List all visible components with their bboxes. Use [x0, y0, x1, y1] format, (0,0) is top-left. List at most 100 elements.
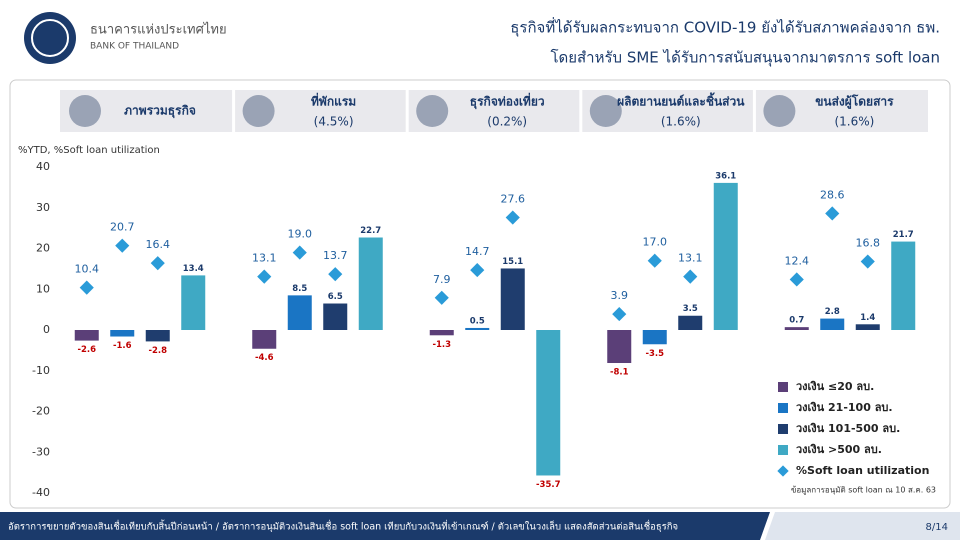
bar-value-label: -3.5	[645, 349, 664, 359]
utilization-label: 20.7	[110, 221, 135, 234]
bar	[287, 295, 312, 330]
legend-swatch	[778, 424, 788, 434]
utilization-label: 13.1	[252, 252, 277, 265]
bar	[607, 330, 632, 364]
bar	[642, 330, 667, 345]
bar	[678, 315, 703, 330]
bar-value-label: -1.6	[113, 341, 132, 351]
bar	[358, 237, 383, 330]
utilization-marker	[150, 256, 165, 271]
y-tick-label: 0	[43, 323, 50, 336]
bar	[500, 268, 525, 330]
category-share: (0.2%)	[487, 115, 527, 129]
bar	[181, 275, 206, 330]
utilization-label: 27.6	[501, 193, 526, 206]
utilization-marker	[292, 245, 307, 260]
utilization-marker	[79, 280, 94, 295]
category-share: (4.5%)	[314, 115, 354, 129]
bar-value-label: 15.1	[502, 257, 523, 267]
utilization-marker	[328, 267, 343, 282]
bar-value-label: 3.5	[683, 304, 698, 314]
bar-value-label: -8.1	[610, 368, 629, 378]
category-label: ผลิตยานยนต์และชิ้นส่วน	[617, 92, 745, 109]
legend-label: %Soft loan utilization	[796, 464, 929, 477]
bar	[891, 241, 916, 330]
legend-swatch	[778, 445, 788, 455]
bar-value-label: 0.5	[470, 316, 485, 326]
utilization-label: 3.9	[611, 289, 629, 302]
footer-side	[765, 512, 960, 540]
org-th: ธนาคารแห่งประเทศไทย	[90, 22, 227, 38]
bar	[784, 327, 809, 330]
bar	[110, 330, 135, 337]
utilization-label: 13.7	[323, 249, 348, 262]
category-share: (1.6%)	[661, 115, 701, 129]
bar-value-label: -2.6	[77, 345, 96, 355]
category-label: ที่พักแรม	[311, 93, 356, 109]
utilization-label: 16.8	[856, 237, 881, 250]
bar-value-label: 22.7	[360, 226, 381, 236]
category-icon	[763, 95, 796, 127]
legend-label: วงเงิน >500 ลบ.	[796, 443, 882, 456]
org-en: BANK OF THAILAND	[90, 42, 179, 52]
y-tick-label: 30	[36, 201, 50, 214]
legend-label: วงเงิน ≤20 ลบ.	[796, 380, 874, 393]
y-axis-label: %YTD, %Soft loan utilization	[18, 145, 160, 156]
note: ข้อมูลการอนุมัติ soft loan ณ 10 ส.ค. 63	[791, 486, 936, 496]
y-tick-label: 10	[36, 282, 50, 295]
y-tick-label: -10	[32, 364, 50, 377]
utilization-label: 17.0	[643, 236, 668, 249]
bar	[536, 330, 561, 476]
bar	[855, 324, 880, 330]
utilization-marker	[860, 254, 875, 269]
bar	[323, 303, 348, 330]
category-icon	[69, 95, 101, 127]
bar-value-label: 21.7	[893, 230, 914, 240]
category-label: ภาพรวมธุรกิจ	[124, 104, 196, 119]
y-tick-label: -40	[32, 486, 50, 499]
category-icon	[242, 95, 275, 127]
y-tick-label: 20	[36, 242, 50, 255]
bar	[713, 182, 738, 330]
utilization-marker	[612, 307, 627, 322]
legend-marker	[777, 465, 789, 477]
utilization-marker	[505, 210, 520, 225]
bar-value-label: 36.1	[715, 171, 736, 181]
footer-bar	[0, 512, 770, 540]
legend-label: วงเงิน 101-500 ลบ.	[796, 422, 900, 435]
subtitle: โดยสำหรับ SME ได้รับการสนับสนุนจากมาตรกา…	[550, 49, 940, 68]
legend-swatch	[778, 382, 788, 392]
bar-value-label: -1.3	[432, 340, 451, 350]
bar-value-label: 8.5	[292, 284, 307, 294]
utilization-marker	[470, 263, 485, 278]
legend-label: วงเงิน 21-100 ลบ.	[796, 401, 893, 414]
footer-text: อัตราการขยายตัวของสินเชื่อเทียบกับสิ้นปี…	[8, 520, 678, 533]
legend-swatch	[778, 403, 788, 413]
chart-frame	[9, 79, 951, 509]
category-share: (1.6%)	[834, 115, 874, 129]
utilization-marker	[647, 253, 662, 268]
utilization-label: 10.4	[75, 263, 100, 276]
utilization-label: 19.0	[288, 228, 313, 241]
utilization-label: 28.6	[820, 188, 845, 201]
bar	[74, 330, 99, 341]
utilization-label: 16.4	[146, 238, 171, 251]
bar-value-label: -2.8	[148, 346, 167, 356]
bar-value-label: 6.5	[328, 292, 343, 302]
category-label: ธุรกิจท่องเที่ยว	[470, 93, 545, 110]
utilization-marker	[257, 269, 272, 284]
bar	[252, 330, 277, 349]
category-icon	[416, 95, 449, 127]
bar-value-label: 13.4	[183, 264, 204, 274]
logo-ring	[31, 19, 69, 57]
bar-value-label: 1.4	[860, 313, 875, 323]
utilization-label: 12.4	[785, 254, 810, 267]
utilization-marker	[434, 290, 449, 305]
bar	[820, 318, 845, 330]
title: ธุรกิจที่ได้รับผลกระทบจาก COVID-19 ยังได…	[510, 17, 940, 38]
page-number: 8/14	[926, 522, 948, 533]
y-tick-label: 40	[36, 160, 50, 173]
bar-value-label: -35.7	[536, 480, 561, 490]
utilization-label: 13.1	[678, 252, 703, 265]
